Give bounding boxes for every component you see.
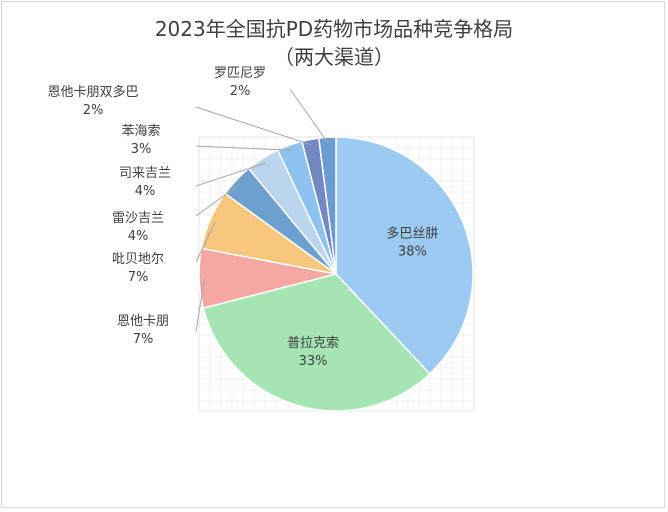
pie-slice xyxy=(317,136,337,275)
leader-line xyxy=(195,145,292,151)
pie-slice xyxy=(335,136,474,375)
slice-label-value: 4% xyxy=(135,184,156,199)
slice-label-name: 恩他卡朋双多巴 xyxy=(47,84,138,100)
chart-subtitle: （两大渠道） xyxy=(274,45,394,69)
slice-label-name: 普拉克索 xyxy=(287,336,339,351)
chart-title: 2023年全国抗PD药物市场品种竞争格局 xyxy=(155,17,513,41)
leader-line xyxy=(195,183,241,217)
slice-label-value: 2% xyxy=(83,103,104,118)
slice-label-name: 吡贝地尔 xyxy=(112,252,164,267)
slice-label-name: 恩他卡朋 xyxy=(117,314,169,329)
leader-line xyxy=(195,278,205,333)
slice-label-value: 3% xyxy=(131,142,152,157)
slice-label-value: 38% xyxy=(398,245,427,260)
leader-line xyxy=(195,162,266,187)
slice-label-name: 多巴丝肼 xyxy=(386,226,438,242)
leader-line xyxy=(195,106,312,146)
leader-lines xyxy=(195,88,329,333)
slice-label-name: 苯海索 xyxy=(121,124,160,139)
leader-line xyxy=(289,88,329,143)
pie-slices xyxy=(198,136,474,412)
slice-label-name: 雷沙吉兰 xyxy=(112,211,164,226)
pie-slice xyxy=(202,273,431,412)
slice-label-value: 7% xyxy=(133,332,154,347)
slice-label-value: 7% xyxy=(128,270,149,285)
slice-label-name: 司来吉兰 xyxy=(119,166,171,181)
slice-label-name: 罗匹尼罗 xyxy=(214,66,266,81)
slice-label-value: 2% xyxy=(230,84,251,99)
slice-label-value: 33% xyxy=(299,354,328,369)
slice-label-value: 4% xyxy=(128,229,149,244)
leader-line xyxy=(195,221,216,263)
slice-labels: 多巴丝肼 38% 普拉克索 33% 恩他卡朋 7% 吡贝地尔 7% 雷沙吉兰 4% 司来吉兰 4% 苯海… xyxy=(47,66,438,369)
